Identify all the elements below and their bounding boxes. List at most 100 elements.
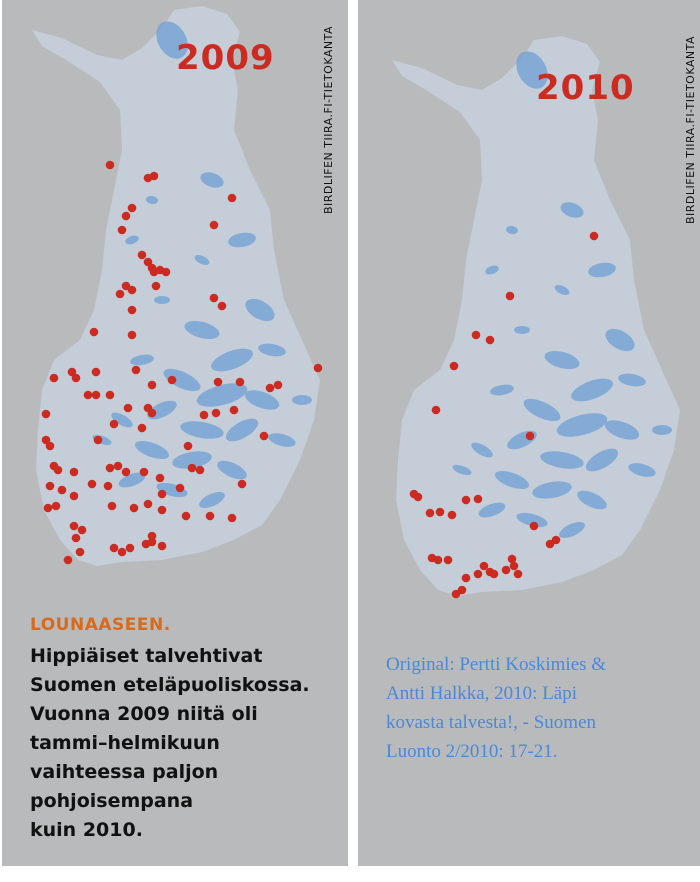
observation-dot — [49, 373, 59, 383]
observation-dot — [83, 390, 93, 400]
data-credit: BIRDLIFEN TIIRA.FI-TIETOKANTA — [322, 26, 335, 214]
observation-dot — [509, 561, 519, 571]
observation-dot — [413, 492, 423, 502]
observation-dot — [137, 423, 147, 433]
observation-dot — [41, 409, 51, 419]
observation-dot — [117, 225, 127, 235]
lake-shape — [199, 491, 225, 509]
caption-line: Vuonna 2009 niitä oli — [30, 703, 258, 725]
data-credit: BIRDLIFEN TIIRA.FI-TIETOKANTA — [684, 36, 697, 224]
observation-dot — [117, 547, 127, 557]
observation-dot — [147, 531, 157, 541]
source-citation: Original: Pertti Koskimies & Antti Halkk… — [386, 650, 700, 766]
lake-shape — [544, 350, 580, 370]
observation-dot — [93, 435, 103, 445]
observation-dot — [127, 305, 137, 315]
lake-shape — [452, 464, 472, 476]
source-line: kovasta talvesta!, - Suomen — [386, 712, 597, 733]
source-line: Antti Halkka, 2010: Läpi — [386, 683, 578, 704]
source-line: Original: Pertti Koskimies & — [386, 654, 607, 675]
finland-map-2010 — [392, 36, 680, 599]
observation-dot — [461, 495, 471, 505]
observation-dot — [57, 485, 67, 495]
observation-dot — [187, 463, 197, 473]
lake-shape — [172, 451, 212, 469]
lake-shape — [605, 328, 635, 352]
lake-shape — [184, 320, 220, 340]
lake-shape — [111, 412, 133, 428]
lake-shape — [471, 442, 493, 458]
observation-dot — [89, 327, 99, 337]
observation-dot — [167, 375, 177, 385]
observation-dot — [235, 377, 245, 387]
observation-dot — [217, 301, 227, 311]
observation-dot — [529, 521, 539, 531]
observation-dot — [45, 481, 55, 491]
observation-dot — [109, 419, 119, 429]
observation-dot — [451, 589, 461, 599]
observation-dot — [473, 569, 483, 579]
observation-dot — [157, 541, 167, 551]
observation-dot — [545, 539, 555, 549]
lake-shape — [494, 470, 530, 490]
lake-shape — [163, 368, 201, 392]
observation-dot — [131, 365, 141, 375]
observation-dot — [127, 203, 137, 213]
observation-dot — [139, 467, 149, 477]
observation-dot — [473, 494, 483, 504]
lake-shape — [554, 285, 570, 295]
lake-shape — [244, 390, 280, 410]
year-label: 2009 — [176, 38, 275, 78]
lake-shape — [225, 418, 259, 442]
lake-shape — [292, 395, 312, 405]
lake-shape — [514, 326, 530, 334]
observation-dot — [121, 467, 131, 477]
panel-divider — [348, 0, 358, 882]
observation-dot — [91, 390, 101, 400]
observation-dot — [195, 465, 205, 475]
observation-dot — [105, 390, 115, 400]
observation-dot — [205, 511, 215, 521]
lake-shape — [196, 383, 248, 407]
lake-shape — [217, 460, 247, 480]
lake-shape — [134, 440, 170, 460]
observation-dot — [69, 491, 79, 501]
observation-dot — [183, 441, 193, 451]
finland-map-2009 — [32, 6, 323, 566]
observation-dot — [461, 573, 471, 583]
caption-line: tammi–helmikuun — [30, 732, 220, 754]
observation-dot — [471, 330, 481, 340]
lake-shape — [571, 378, 613, 402]
observation-dot — [53, 465, 63, 475]
observation-dot — [209, 293, 219, 303]
observation-dot — [105, 160, 115, 170]
observation-dot — [485, 335, 495, 345]
observation-dot — [45, 441, 55, 451]
observation-dot — [259, 431, 269, 441]
lake-shape — [532, 481, 572, 499]
observation-dot — [149, 171, 159, 181]
source-line: Luonto 2/2010: 17-21. — [386, 741, 558, 762]
observation-dot — [209, 220, 219, 230]
observation-dot — [43, 503, 53, 513]
observation-dot — [125, 543, 135, 553]
caption-text: Hippiäiset talvehtivat Suomen eteläpuoli… — [30, 642, 348, 845]
lake-shape — [268, 433, 296, 447]
observation-dot — [479, 561, 489, 571]
observation-dot — [71, 533, 81, 543]
lake-shape — [125, 235, 139, 245]
observation-dot — [127, 330, 137, 340]
observation-dot — [107, 501, 117, 511]
lake-shape — [180, 421, 224, 439]
lake-shape — [146, 195, 158, 205]
lake-shape — [245, 298, 275, 322]
observation-dot — [199, 410, 209, 420]
observation-dot — [449, 361, 459, 371]
lake-shape — [478, 502, 506, 518]
observation-dot — [127, 285, 137, 295]
observation-dot — [63, 555, 73, 565]
observation-dot — [313, 363, 323, 373]
observation-dot — [123, 403, 133, 413]
caption-heading: LOUNAASEEN. — [30, 615, 171, 635]
observation-dot — [425, 508, 435, 518]
